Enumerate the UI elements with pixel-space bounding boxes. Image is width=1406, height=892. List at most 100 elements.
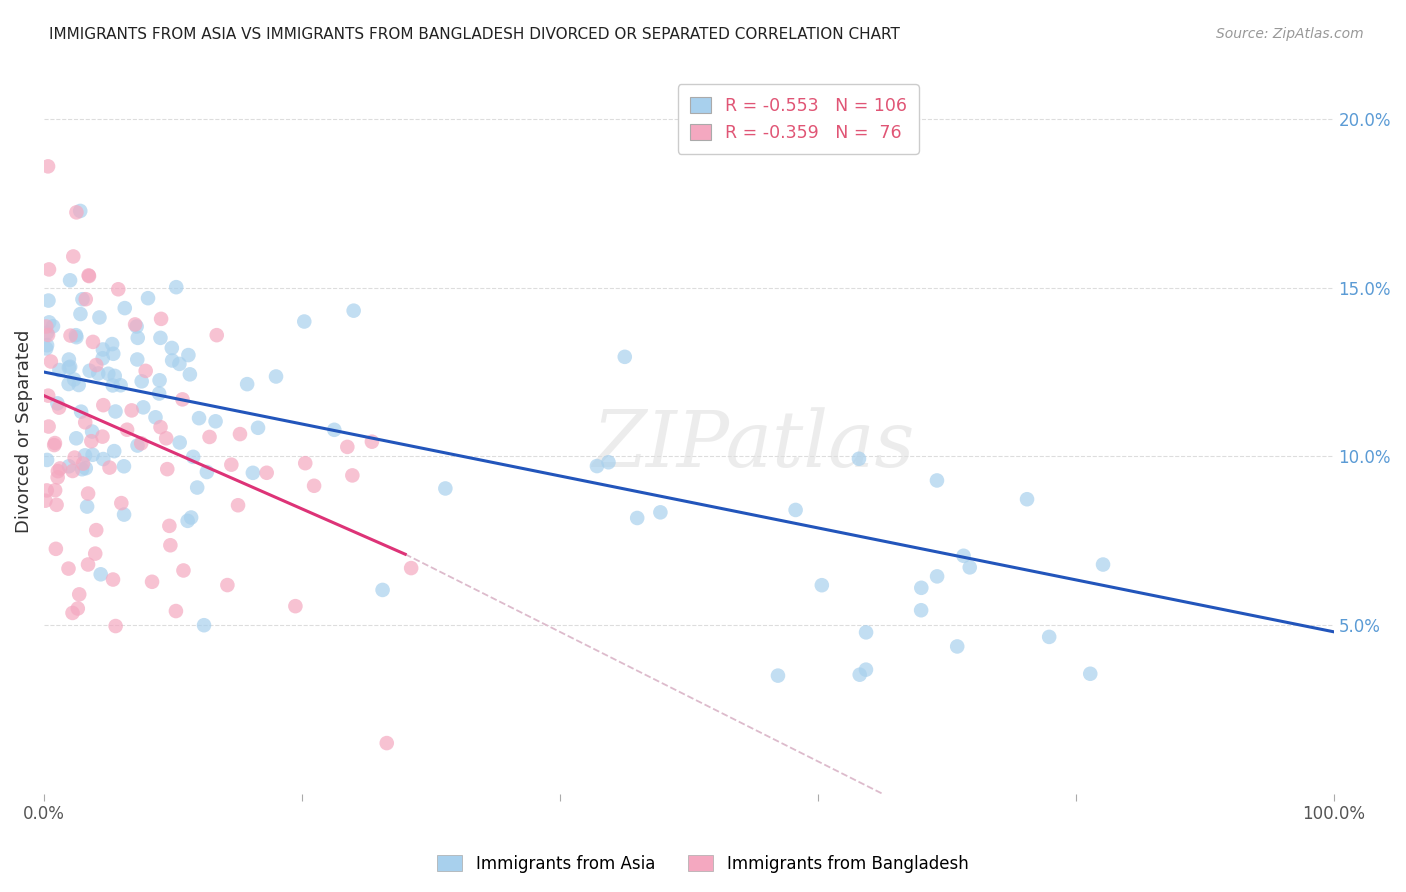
Point — [79, 364, 101, 378]
Point — [103, 347, 125, 361]
Point — [46, 464, 69, 478]
Point — [62, 606, 84, 620]
Point — [221, 458, 243, 472]
Point — [112, 459, 135, 474]
Point — [127, 352, 149, 367]
Point — [855, 663, 877, 677]
Point — [89, 310, 111, 325]
Point — [172, 564, 194, 578]
Point — [159, 538, 181, 552]
Point — [586, 458, 609, 473]
Point — [77, 558, 100, 572]
Point — [125, 319, 148, 334]
Point — [34, 493, 56, 508]
Point — [75, 415, 97, 429]
Point — [959, 560, 981, 574]
Point — [343, 303, 366, 318]
Point — [361, 434, 384, 449]
Point — [132, 401, 155, 415]
Point — [91, 398, 114, 412]
Point — [848, 667, 870, 681]
Point — [75, 292, 97, 306]
Point — [785, 503, 807, 517]
Point — [77, 486, 100, 500]
Point — [124, 318, 146, 332]
Point — [46, 470, 69, 484]
Point — [811, 578, 834, 592]
Text: IMMIGRANTS FROM ASIA VS IMMIGRANTS FROM BANGLADESH DIVORCED OR SEPARATED CORRELA: IMMIGRANTS FROM ASIA VS IMMIGRANTS FROM … — [49, 27, 900, 42]
Point — [77, 268, 100, 283]
Point — [148, 373, 170, 387]
Point — [104, 404, 127, 418]
Point — [188, 411, 211, 425]
Point — [946, 640, 969, 654]
Point — [112, 508, 135, 522]
Point — [1092, 558, 1115, 572]
Text: Source: ZipAtlas.com: Source: ZipAtlas.com — [1216, 27, 1364, 41]
Point — [181, 450, 204, 464]
Point — [69, 203, 91, 218]
Point — [204, 414, 226, 428]
Point — [84, 523, 107, 537]
Point — [91, 343, 114, 357]
Point — [82, 448, 104, 462]
Point — [58, 352, 80, 367]
Point — [149, 331, 172, 345]
Point — [165, 604, 187, 618]
Point — [284, 599, 307, 614]
Point — [65, 205, 87, 219]
Point — [236, 377, 259, 392]
Point — [58, 561, 80, 575]
Point — [952, 549, 974, 563]
Point — [114, 301, 136, 315]
Point — [150, 311, 173, 326]
Point — [292, 314, 315, 328]
Point — [131, 375, 153, 389]
Point — [160, 341, 183, 355]
Point — [598, 455, 620, 469]
Point — [104, 619, 127, 633]
Point — [195, 465, 218, 479]
Point — [67, 587, 90, 601]
Point — [155, 431, 177, 445]
Point — [650, 505, 672, 519]
Point — [35, 453, 58, 467]
Point — [169, 357, 191, 371]
Point — [73, 448, 96, 462]
Point — [35, 319, 58, 334]
Point — [103, 444, 125, 458]
Point — [84, 358, 107, 372]
Point — [44, 438, 66, 452]
Point — [115, 423, 138, 437]
Point — [66, 601, 89, 615]
Text: ZIPatlas: ZIPatlas — [592, 408, 914, 483]
Point — [62, 250, 84, 264]
Point — [169, 435, 191, 450]
Point — [342, 468, 364, 483]
Point — [35, 338, 58, 352]
Point — [371, 582, 394, 597]
Point — [91, 351, 114, 366]
Point — [82, 334, 104, 349]
Point — [97, 367, 120, 381]
Point — [75, 461, 97, 475]
Legend: R = -0.553   N = 106, R = -0.359   N =  76: R = -0.553 N = 106, R = -0.359 N = 76 — [678, 85, 918, 154]
Point — [101, 337, 124, 351]
Point — [84, 547, 107, 561]
Point — [136, 291, 159, 305]
Point — [910, 603, 932, 617]
Point — [101, 573, 124, 587]
Point — [37, 389, 59, 403]
Point — [63, 450, 86, 465]
Point — [177, 348, 200, 362]
Point — [434, 482, 457, 496]
Point — [110, 378, 132, 392]
Point — [613, 350, 636, 364]
Point — [145, 410, 167, 425]
Point — [399, 561, 422, 575]
Point — [294, 456, 316, 470]
Point — [65, 431, 87, 445]
Point — [172, 392, 194, 407]
Point — [72, 292, 94, 306]
Point — [39, 354, 62, 368]
